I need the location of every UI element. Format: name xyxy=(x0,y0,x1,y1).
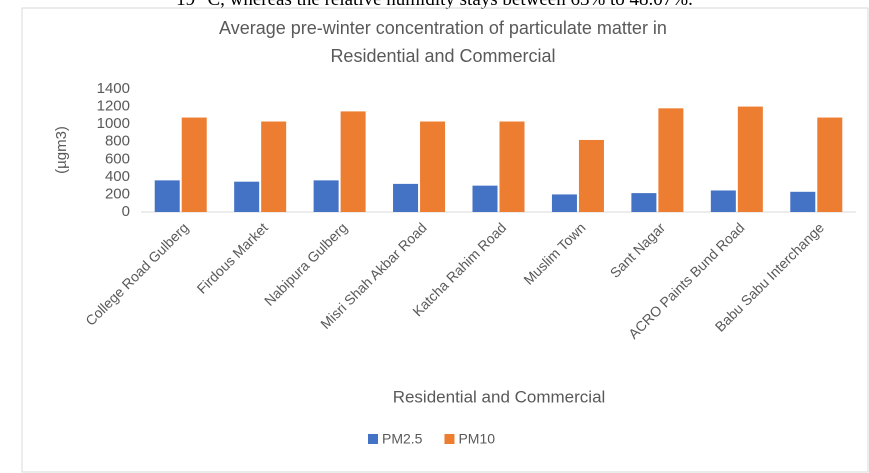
legend-swatch xyxy=(368,434,378,444)
bar xyxy=(154,180,180,212)
y-tick-label: 600 xyxy=(105,150,130,167)
y-tick-label: 0 xyxy=(122,203,130,220)
x-tick-label: Muslim Town xyxy=(520,219,588,287)
y-tick-label: 200 xyxy=(105,185,130,202)
bar xyxy=(420,121,446,212)
bar xyxy=(340,111,366,212)
y-tick-label: 800 xyxy=(105,133,130,150)
bar xyxy=(737,106,763,212)
bar xyxy=(710,190,736,212)
x-tick-label: Sant Nagar xyxy=(607,219,669,281)
bar xyxy=(499,121,525,212)
bar xyxy=(313,180,339,212)
bar xyxy=(551,194,577,212)
bar xyxy=(790,191,816,212)
legend-label: PM2.5 xyxy=(382,431,423,447)
y-tick-label: 1400 xyxy=(97,80,130,97)
bar xyxy=(631,193,657,212)
chart-border xyxy=(21,7,869,473)
bar xyxy=(181,117,207,212)
legend-label: PM10 xyxy=(458,431,495,447)
legend-swatch xyxy=(444,434,455,444)
x-tick-label: College Road Gulberg xyxy=(82,219,191,328)
y-axis-title: (µgm3) xyxy=(53,126,70,174)
header-text: 19 °C, whereas the relative humidity sta… xyxy=(0,0,869,11)
bar xyxy=(261,121,287,212)
chart-title: Average pre-winter concentration of part… xyxy=(219,18,667,66)
bar xyxy=(393,183,419,212)
bar xyxy=(472,185,498,212)
x-tick-label: Nabipura Gulberg xyxy=(261,219,350,308)
x-tick-label: Firdous Market xyxy=(194,219,271,296)
bar xyxy=(658,108,684,212)
bar xyxy=(578,139,604,212)
y-tick-label: 1000 xyxy=(97,115,130,132)
y-tick-label: 400 xyxy=(105,168,130,185)
bar xyxy=(234,181,260,212)
bar xyxy=(817,117,843,212)
y-tick-label: 1200 xyxy=(97,98,130,115)
x-axis-title: Residential and Commercial xyxy=(393,387,606,406)
